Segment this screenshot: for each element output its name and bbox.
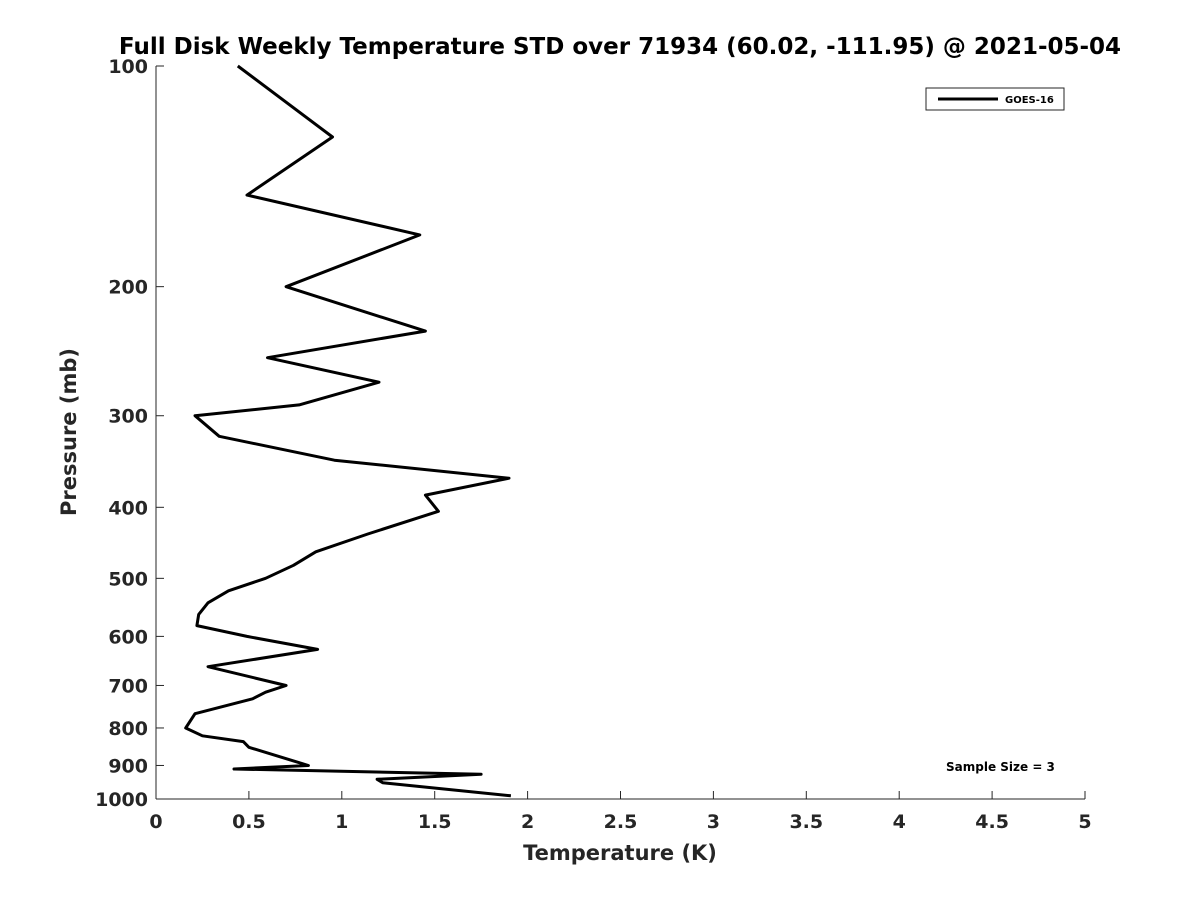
- y-axis-ticks: 100 200 300 400 500 600 700 800 900 1000: [95, 56, 164, 811]
- y-tick-label: 900: [108, 755, 148, 777]
- x-tick-label: 0.5: [232, 811, 266, 833]
- x-tick-label: 2.5: [604, 811, 638, 833]
- y-tick-label: 200: [108, 277, 148, 299]
- series-layer: [184, 64, 512, 798]
- y-tick-label: 1000: [95, 789, 148, 811]
- legend: GOES-16: [925, 87, 1065, 111]
- series-line-goes-16: [184, 64, 512, 798]
- x-tick-label: 1: [335, 811, 348, 833]
- chart-title: Full Disk Weekly Temperature STD over 71…: [119, 34, 1121, 60]
- x-tick-label: 0: [149, 811, 162, 833]
- x-axis-ticks: 0 0.5 1 1.5 2 2.5 3 3.5 4 4.5 5: [149, 791, 1092, 833]
- x-tick-label: 4: [893, 811, 906, 833]
- y-tick-label: 500: [108, 568, 148, 590]
- sample-size-annotation: Sample Size = 3: [946, 760, 1055, 774]
- legend-label-goes-16: GOES-16: [1005, 95, 1054, 106]
- x-tick-label: 5: [1078, 811, 1091, 833]
- x-tick-label: 3.5: [789, 811, 823, 833]
- y-tick-label: 800: [108, 718, 148, 740]
- y-axis-label: Pressure (mb): [57, 348, 81, 516]
- y-tick-label: 400: [108, 497, 148, 519]
- x-axis-label: Temperature (K): [523, 841, 717, 865]
- x-tick-label: 1.5: [418, 811, 452, 833]
- x-tick-label: 3: [707, 811, 720, 833]
- y-tick-label: 300: [108, 406, 148, 428]
- y-tick-label: 100: [108, 56, 148, 78]
- y-tick-label: 700: [108, 675, 148, 697]
- x-tick-label: 2: [521, 811, 534, 833]
- x-tick-label: 4.5: [975, 811, 1009, 833]
- y-tick-label: 600: [108, 626, 148, 648]
